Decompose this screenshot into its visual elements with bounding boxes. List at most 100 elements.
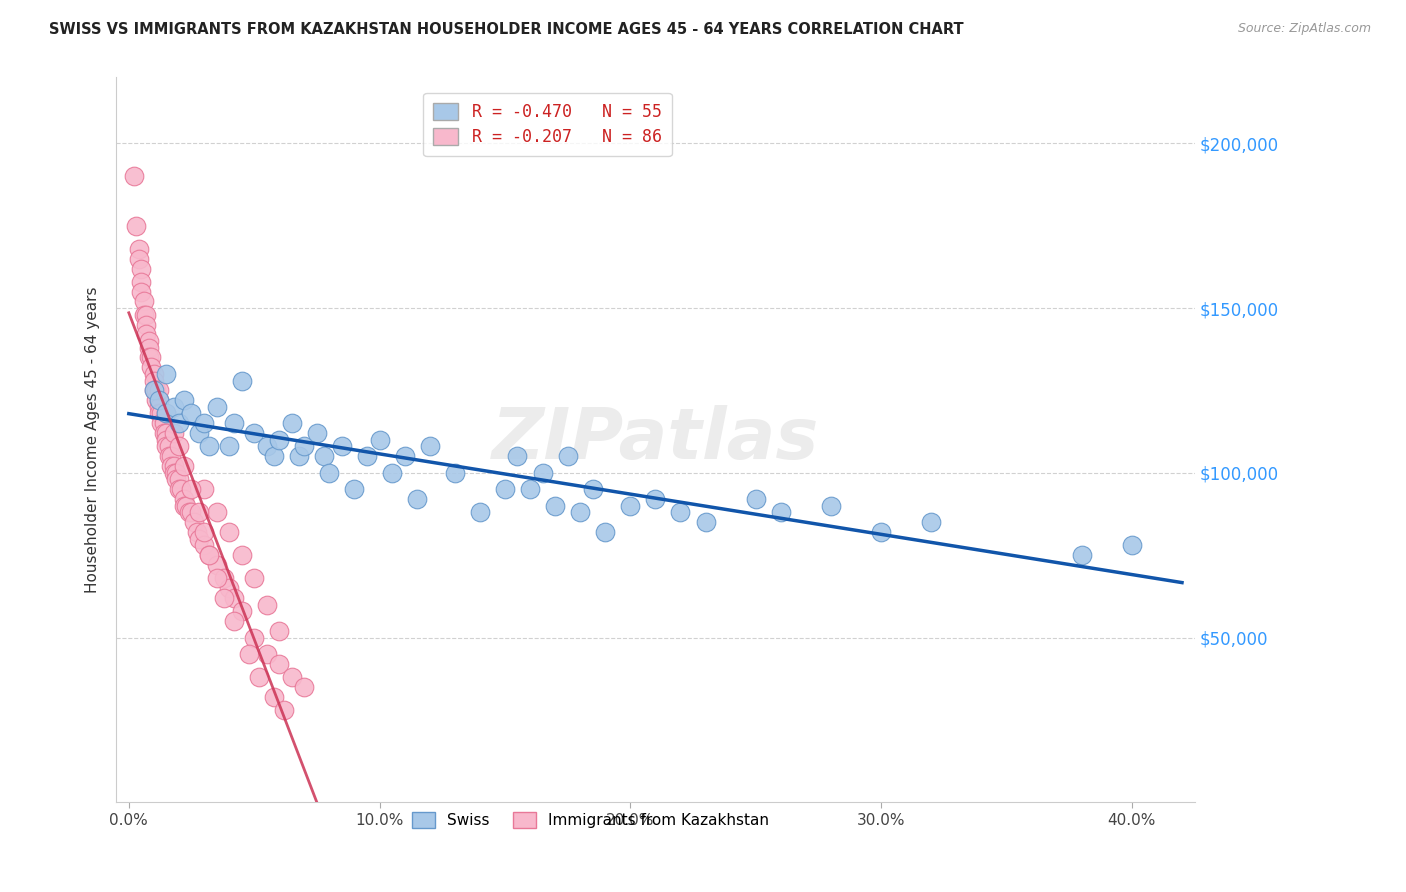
Point (157, 439, 180, 453)
Point (224, 591, 246, 605)
Point (281, 670, 304, 684)
Point (292, 439, 315, 453)
Point (212, 591, 235, 605)
Point (148, 384, 170, 398)
Point (368, 433, 391, 447)
Point (231, 374, 253, 388)
Point (155, 439, 177, 453)
Point (256, 647, 278, 661)
Y-axis label: Householder Income Ages 45 - 64 years: Householder Income Ages 45 - 64 years (86, 286, 100, 593)
Point (188, 505, 211, 519)
Point (273, 703, 295, 717)
Point (142, 374, 165, 388)
Point (224, 614, 246, 628)
Point (135, 308, 157, 322)
Point (557, 450, 579, 464)
Point (269, 433, 291, 447)
Point (406, 492, 429, 507)
Point (820, 499, 842, 513)
Point (131, 275, 153, 289)
Point (131, 261, 153, 276)
Point (243, 571, 266, 585)
Point (167, 417, 190, 431)
Point (198, 439, 221, 453)
Point (141, 360, 163, 375)
Point (224, 417, 246, 431)
Point (138, 351, 160, 365)
Point (173, 499, 195, 513)
Point (170, 483, 193, 497)
Point (356, 450, 378, 464)
Point (193, 417, 215, 431)
Point (128, 242, 150, 256)
Point (292, 680, 315, 694)
Point (132, 294, 155, 309)
Point (381, 466, 404, 480)
Point (188, 426, 211, 441)
Point (288, 450, 311, 464)
Point (231, 548, 253, 562)
Point (138, 334, 160, 348)
Point (419, 439, 441, 453)
Point (150, 407, 173, 421)
Point (173, 393, 195, 408)
Point (145, 384, 167, 398)
Point (218, 581, 240, 595)
Point (644, 492, 666, 507)
Point (166, 472, 188, 486)
Point (198, 548, 221, 562)
Text: SWISS VS IMMIGRANTS FROM KAZAKHSTAN HOUSEHOLDER INCOME AGES 45 - 64 YEARS CORREL: SWISS VS IMMIGRANTS FROM KAZAKHSTAN HOUS… (49, 22, 965, 37)
Point (243, 631, 266, 645)
Point (205, 558, 228, 572)
Point (318, 466, 340, 480)
Point (131, 285, 153, 299)
Text: ZIPatlas: ZIPatlas (492, 405, 820, 475)
Point (314, 450, 336, 464)
Point (305, 426, 328, 441)
Point (150, 417, 173, 431)
Point (263, 450, 285, 464)
Point (218, 439, 240, 453)
Point (544, 499, 567, 513)
Point (132, 308, 155, 322)
Point (569, 505, 592, 519)
Point (519, 483, 541, 497)
Point (443, 466, 465, 480)
Point (141, 351, 163, 365)
Point (870, 525, 893, 540)
Point (269, 624, 291, 638)
Point (256, 598, 278, 612)
Point (744, 492, 766, 507)
Point (167, 439, 190, 453)
Point (163, 400, 186, 414)
Point (183, 515, 205, 529)
Point (148, 393, 170, 408)
Point (243, 426, 266, 441)
Point (135, 327, 157, 342)
Point (205, 571, 228, 585)
Point (256, 439, 278, 453)
Point (176, 499, 198, 513)
Point (269, 657, 291, 671)
Point (193, 525, 215, 540)
Point (167, 472, 190, 486)
Point (193, 483, 215, 497)
Point (205, 505, 228, 519)
Point (263, 690, 285, 704)
Point (212, 571, 235, 585)
Point (186, 525, 208, 540)
Point (669, 505, 692, 519)
Point (695, 515, 717, 529)
Point (593, 525, 616, 540)
Point (180, 505, 202, 519)
Point (582, 483, 605, 497)
Point (343, 483, 366, 497)
Legend: Swiss, Immigrants from Kazakhstan: Swiss, Immigrants from Kazakhstan (406, 806, 775, 835)
Point (330, 439, 353, 453)
Point (247, 670, 270, 684)
Point (506, 450, 529, 464)
Point (1070, 548, 1092, 562)
Point (205, 400, 228, 414)
Point (153, 426, 176, 441)
Point (138, 341, 160, 355)
